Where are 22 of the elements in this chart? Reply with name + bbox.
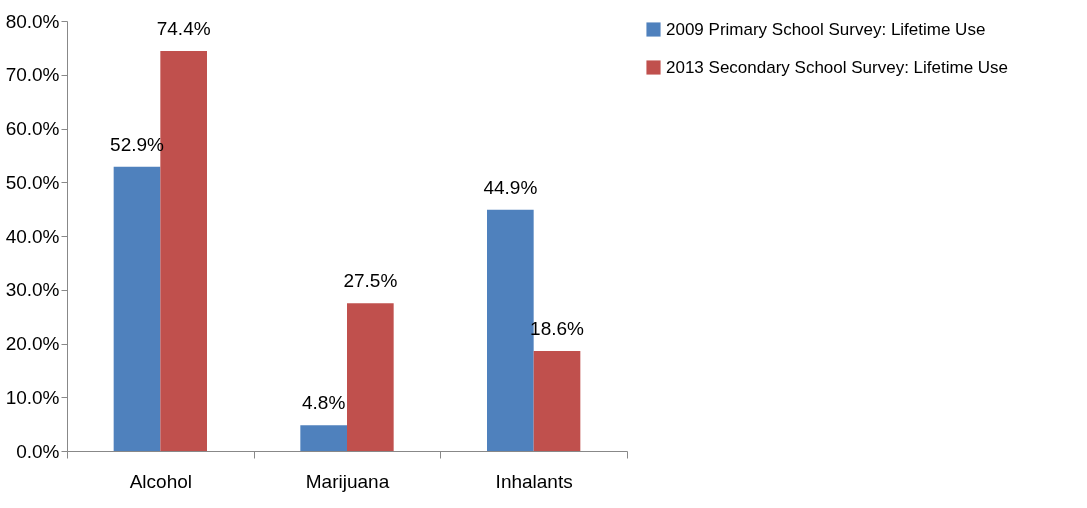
bar	[347, 303, 394, 451]
y-tick-label: 50.0%	[5, 171, 60, 193]
y-tick-label: 70.0%	[5, 64, 60, 86]
y-tick-label: 20.0%	[5, 333, 60, 354]
y-tick-label: 60.0%	[5, 118, 60, 139]
y-tick-label: 80.0%	[5, 10, 60, 32]
bar	[113, 166, 161, 451]
y-tick-label: 0.0%	[16, 440, 60, 462]
bar	[300, 425, 347, 451]
y-tick-label: 40.0%	[5, 225, 60, 247]
x-tick-label: Alcohol	[129, 470, 192, 492]
legend-label: 2013 Secondary School Survey: Lifetime Use	[666, 57, 1009, 77]
data-label: 44.9%	[483, 176, 538, 198]
legend-label: 2009 Primary School Survey: Lifetime Use	[666, 19, 986, 39]
data-label: 27.5%	[343, 270, 398, 292]
y-tick-label: 10.0%	[5, 386, 60, 408]
x-tick-label: Inhalants	[495, 470, 573, 492]
data-label: 74.4%	[156, 18, 211, 40]
y-tick-label: 30.0%	[5, 279, 60, 301]
data-label: 4.8%	[302, 392, 346, 414]
bar	[533, 351, 581, 451]
x-tick-label: Marijuana	[305, 470, 390, 492]
